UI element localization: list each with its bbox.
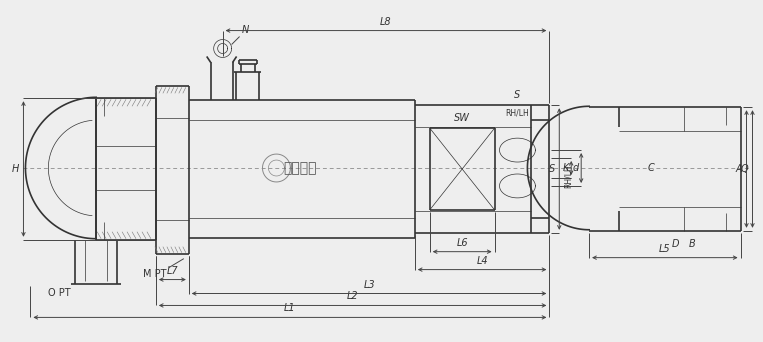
- Text: Q: Q: [741, 164, 749, 174]
- Text: O PT: O PT: [47, 288, 70, 298]
- Text: S: S: [514, 90, 520, 100]
- Text: d: d: [573, 163, 579, 173]
- Text: L2: L2: [347, 291, 359, 301]
- Text: RH/LH: RH/LH: [563, 164, 572, 188]
- Text: L5: L5: [659, 244, 671, 254]
- Text: 洪昌聚發: 洪昌聚發: [284, 161, 317, 175]
- Text: SW: SW: [454, 113, 470, 123]
- Text: A: A: [736, 164, 742, 174]
- Text: K: K: [563, 163, 569, 173]
- Text: L8: L8: [380, 17, 391, 27]
- Text: S: S: [549, 164, 555, 174]
- Text: C: C: [648, 163, 655, 173]
- Text: L7: L7: [166, 266, 179, 276]
- Text: D: D: [672, 239, 680, 249]
- Text: B: B: [688, 239, 695, 249]
- Text: N: N: [242, 25, 249, 35]
- Text: L4: L4: [476, 255, 488, 266]
- Text: H: H: [12, 164, 20, 174]
- Text: RH/LH: RH/LH: [506, 108, 530, 117]
- Text: L6: L6: [456, 238, 468, 248]
- Text: L3: L3: [363, 279, 375, 290]
- Text: M PT: M PT: [143, 268, 167, 279]
- Text: L1: L1: [284, 303, 296, 313]
